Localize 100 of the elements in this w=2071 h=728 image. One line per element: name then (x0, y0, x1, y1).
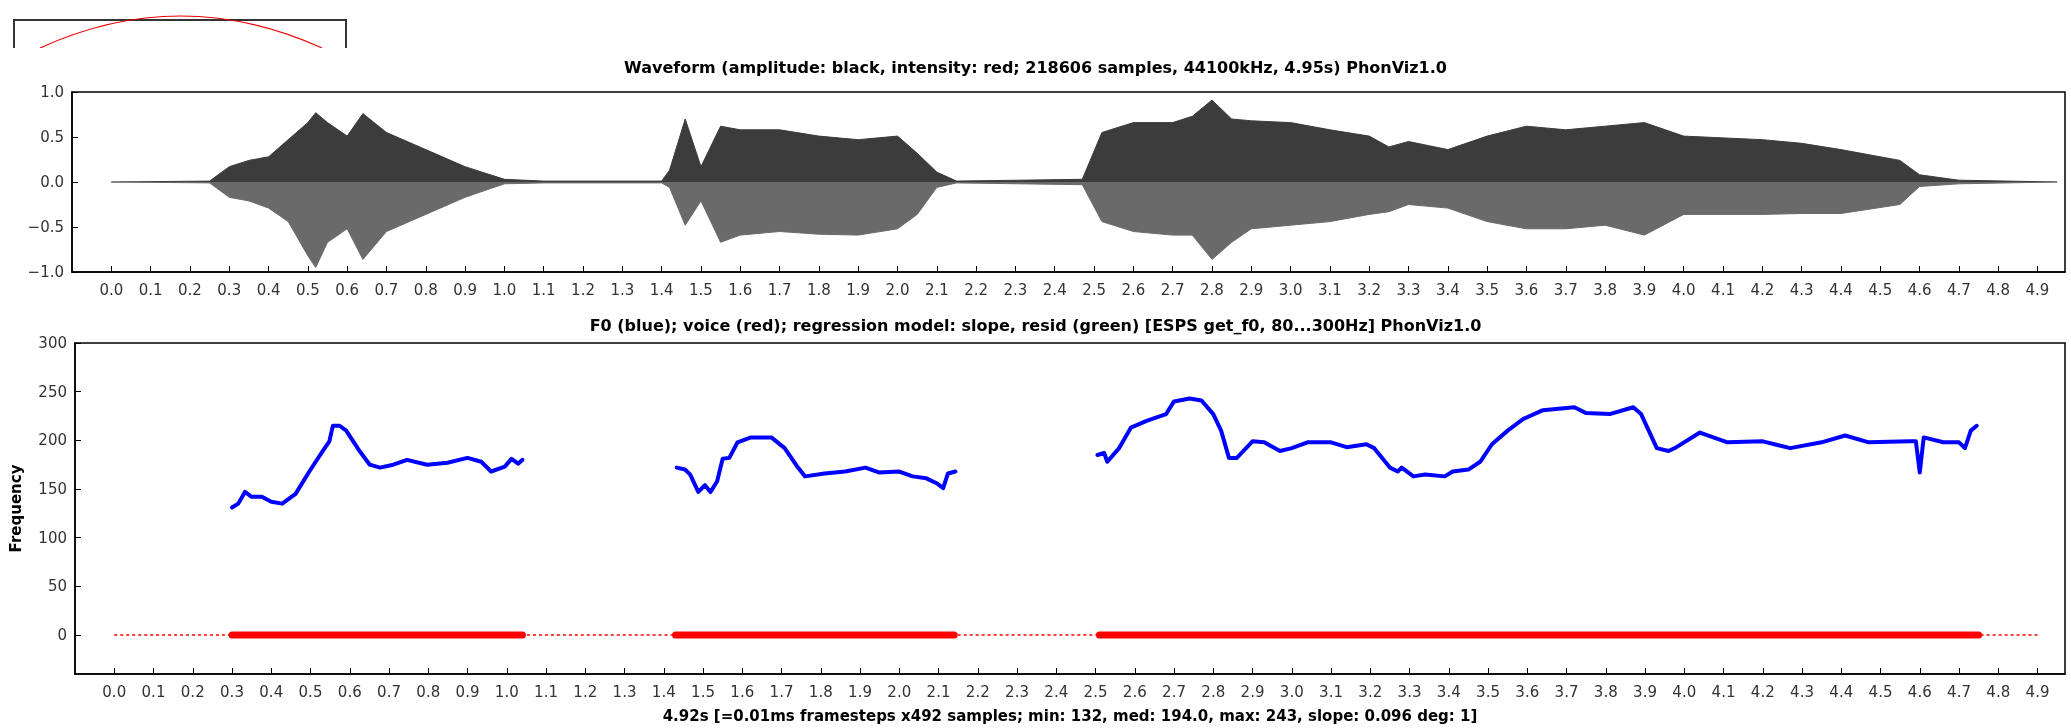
x-tick-label: 2.5 (1083, 682, 1108, 701)
x-tick-label: 2.4 (1044, 682, 1069, 701)
x-tick-label: 0.5 (298, 682, 323, 701)
y-axis-title: Frequency (6, 464, 25, 553)
y-tick-label: 200 (38, 431, 67, 450)
y-tick-label: −1.0 (27, 263, 64, 281)
x-tick-label: 1.8 (806, 280, 831, 299)
x-tick-label: 4.5 (1868, 682, 1893, 701)
x-tick-label: 3.1 (1319, 682, 1343, 701)
x-tick-label: 1.1 (531, 280, 556, 299)
x-tick-label: 0.9 (453, 280, 478, 299)
x-tick-label: 2.6 (1122, 682, 1147, 701)
x-tick-label: 4.0 (1672, 682, 1697, 701)
x-tick-label: 0.0 (99, 280, 124, 299)
x-tick-label: 3.0 (1279, 682, 1304, 701)
y-tick-label: 300 (38, 334, 67, 352)
x-tick-label: 1.8 (808, 682, 833, 701)
x-tick-label: 2.9 (1240, 682, 1265, 701)
x-tick-label: 1.7 (767, 280, 792, 299)
x-tick-label: 0.9 (455, 682, 480, 701)
x-tick-label: 2.8 (1200, 280, 1224, 299)
x-tick-label: 1.4 (649, 280, 674, 299)
x-tick-label: 1.0 (492, 280, 517, 299)
x-tick-label: 0.7 (377, 682, 401, 701)
chart-title: F0 (blue); voice (red); regression model: slope, resid (green) [ESPS get_f0, 80...300Hz] PhonViz1.0 (589, 315, 1482, 335)
x-tick-label: 4.7 (1947, 682, 1971, 701)
x-tick-label: 2.7 (1162, 682, 1186, 701)
y-tick-label: 0 (57, 626, 67, 645)
x-tick-label: 0.2 (180, 682, 205, 701)
x-tick-label: 1.2 (573, 682, 598, 701)
x-tick-label: 2.9 (1239, 280, 1264, 299)
x-tick-label: 3.2 (1358, 682, 1383, 701)
x-tick-label: 3.2 (1357, 280, 1382, 299)
x-tick-label: 1.3 (610, 280, 635, 299)
x-tick-label: 4.2 (1750, 280, 1775, 299)
x-tick-label: 1.7 (769, 682, 794, 701)
x-tick-label: 3.3 (1397, 682, 1422, 701)
x-tick-label: 1.5 (689, 280, 713, 299)
x-tick-label: 3.5 (1476, 682, 1500, 701)
x-tick-label: 1.3 (612, 682, 637, 701)
x-tick-label: 2.7 (1160, 280, 1185, 299)
x-tick-label: 0.4 (259, 682, 284, 701)
x-tick-label: 0.3 (220, 682, 244, 701)
x-tick-label: 3.0 (1278, 280, 1303, 299)
x-tick-label: 4.6 (1907, 682, 1932, 701)
y-tick-label: 100 (38, 528, 67, 547)
x-tick-label: 4.9 (2025, 682, 2050, 701)
x-tick-label: 0.6 (335, 280, 360, 299)
x-tick-label: 2.1 (924, 280, 949, 299)
x-tick-label: 0.2 (178, 280, 202, 299)
x-tick-label: 2.3 (1003, 280, 1028, 299)
x-tick-label: 0.0 (102, 682, 127, 701)
x-tick-label: 0.3 (217, 280, 242, 299)
x-tick-label: 0.8 (413, 280, 438, 299)
x-tick-label: 1.4 (651, 682, 676, 701)
y-tick-label: 1.0 (40, 83, 64, 101)
x-tick-label: 0.5 (295, 280, 320, 299)
x-tick-label: 2.6 (1121, 280, 1146, 299)
x-tick-label: 4.4 (1829, 682, 1854, 701)
x-tick-label: 2.4 (1042, 280, 1067, 299)
x-tick-label: 1.9 (846, 280, 871, 299)
x-tick-label: 1.5 (691, 682, 715, 701)
x-tick-label: 2.2 (964, 280, 989, 299)
x-tick-label: 2.8 (1201, 682, 1226, 701)
x-tick-label: 1.1 (534, 682, 558, 701)
x-tick-label: 4.2 (1750, 682, 1775, 701)
x-tick-label: 2.5 (1082, 280, 1106, 299)
x-tick-label: 1.0 (494, 682, 519, 701)
x-tick-label: 4.7 (1946, 280, 1971, 299)
x-tick-label: 4.9 (2025, 280, 2050, 299)
y-tick-label: 0.5 (40, 128, 64, 146)
x-tick-label: 4.1 (1711, 682, 1736, 701)
x-tick-label: 0.4 (256, 280, 281, 299)
x-tick-label: 2.0 (885, 280, 910, 299)
y-tick-label: 150 (38, 480, 67, 499)
x-tick-label: 2.3 (1005, 682, 1029, 701)
x-tick-label: 3.9 (1633, 682, 1657, 701)
x-tick-label: 4.3 (1790, 682, 1814, 701)
x-tick-label: 4.1 (1711, 280, 1735, 299)
x-tick-label: 3.4 (1435, 280, 1460, 299)
y-tick-label: 250 (38, 382, 67, 401)
x-tick-label: 3.6 (1515, 682, 1540, 701)
x-tick-label: 1.6 (730, 682, 755, 701)
x-tick-label: 3.4 (1436, 682, 1461, 701)
x-tick-label: 3.3 (1396, 280, 1421, 299)
x-tick-label: 4.8 (1986, 682, 2011, 701)
x-tick-label: 3.8 (1593, 280, 1618, 299)
x-tick-label: 1.6 (728, 280, 753, 299)
x-tick-label: 1.9 (848, 682, 872, 701)
x-tick-label: 4.6 (1907, 280, 1932, 299)
y-tick-label: 50 (47, 577, 67, 596)
x-tick-label: 3.1 (1317, 280, 1342, 299)
x-tick-label: 4.8 (1986, 280, 2011, 299)
x-tick-label: 3.7 (1554, 682, 1579, 701)
x-tick-label: 2.1 (926, 682, 951, 701)
chart-title: Waveform (amplitude: black, intensity: red; 218606 samples, 44100kHz, 4.95s) PhonViz1.0 (624, 57, 1447, 77)
x-tick-label: 4.5 (1868, 280, 1893, 299)
x-tick-label: 3.7 (1553, 280, 1578, 299)
y-tick-label: −0.5 (27, 218, 64, 236)
x-tick-label: 0.7 (374, 280, 399, 299)
